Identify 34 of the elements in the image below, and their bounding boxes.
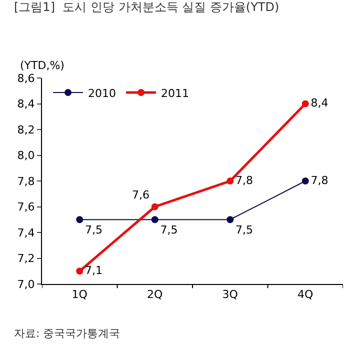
chart-title: [그림1] 도시 인당 가처분소득 실질 증가율(YTD) <box>14 0 280 14</box>
point <box>76 268 84 275</box>
data-label: 7,5 <box>236 223 254 236</box>
y-tick-label: 7,0 <box>17 278 35 291</box>
y-tick-label: 8,6 <box>17 72 35 85</box>
x-tick-label: 1Q <box>72 288 88 302</box>
y-tick-label: 7,6 <box>17 200 35 214</box>
y-tick-label: 7,2 <box>17 252 35 266</box>
legend-label: 2011 <box>161 86 190 100</box>
point <box>226 178 234 184</box>
x-tick-label: 2Q <box>147 288 164 302</box>
x-tick-label: 4Q <box>298 288 314 302</box>
point <box>151 203 158 210</box>
y-tick-label: 7,4 <box>17 226 35 240</box>
y-axis-title: (YTD,%) <box>20 59 64 72</box>
point <box>302 100 309 108</box>
data-label: 7,1 <box>85 264 103 277</box>
text: 자료: 중국국가통계국 <box>14 327 120 340</box>
data-label: 7,8 <box>310 174 328 187</box>
point <box>76 216 84 224</box>
data-label: 7,5 <box>85 223 103 236</box>
y-tick-label: 8,4 <box>17 98 35 111</box>
data-label: 7,8 <box>236 174 254 187</box>
legend-label: 2010 <box>88 86 116 100</box>
y-tick-label: 7,8 <box>17 174 35 188</box>
data-label: 7,5 <box>160 223 178 236</box>
point <box>226 216 234 224</box>
point <box>151 216 158 224</box>
x-tick-label: 3Q <box>222 288 238 302</box>
data-label: 7,6 <box>132 188 150 202</box>
y-tick-label: 8,0 <box>17 149 35 162</box>
point <box>302 178 309 184</box>
y-tick-label: 8,2 <box>17 123 35 136</box>
data-label: 8,4 <box>310 96 328 110</box>
